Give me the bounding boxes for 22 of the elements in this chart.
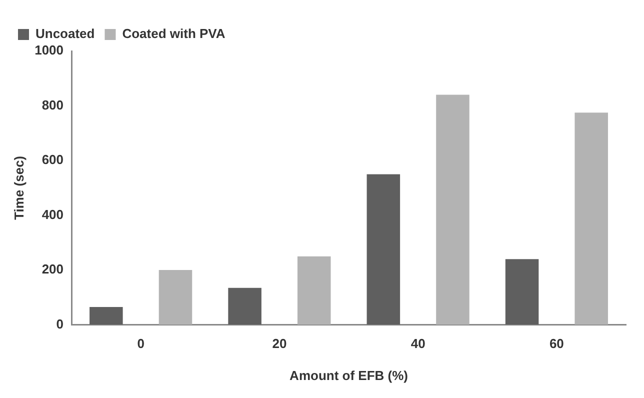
legend-label: Uncoated [36,26,95,42]
bar [297,256,331,325]
bar [158,270,192,325]
x-tick-label: 60 [549,336,564,352]
y-tick-label: 800 [42,97,64,112]
y-tick-label: 600 [42,152,64,168]
bar [90,307,123,325]
x-tick-label: 40 [410,336,426,352]
x-tick-label: 20 [272,336,287,352]
y-axis-title: Time (sec) [11,156,26,220]
bar [366,174,400,325]
y-tick-label: 200 [42,262,64,277]
bar [505,259,539,325]
y-tick-label: 1000 [34,42,64,58]
bar [436,94,470,325]
bar [574,112,608,325]
x-tick-label: 0 [137,336,144,352]
y-tick-label: 400 [42,206,64,222]
legend-label: Coated with PVA [122,26,226,42]
x-axis-title: Amount of EFB (%) [290,368,408,383]
bar [228,288,262,325]
y-tick-label: 0 [56,316,64,332]
